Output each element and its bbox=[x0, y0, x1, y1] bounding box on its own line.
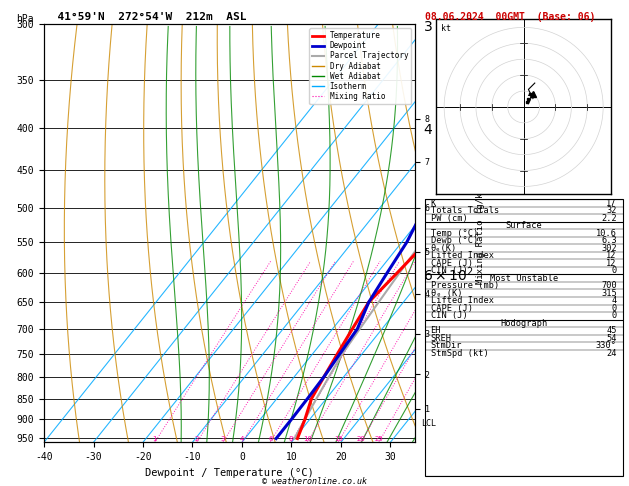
Text: 0: 0 bbox=[611, 266, 617, 275]
Legend: Temperature, Dewpoint, Parcel Trajectory, Dry Adiabat, Wet Adiabat, Isotherm, Mi: Temperature, Dewpoint, Parcel Trajectory… bbox=[309, 28, 411, 104]
Text: 12: 12 bbox=[606, 259, 617, 268]
Text: Temp (°C): Temp (°C) bbox=[430, 228, 478, 238]
Text: Dewp (°C): Dewp (°C) bbox=[430, 236, 478, 245]
Text: StmSpd (kt): StmSpd (kt) bbox=[430, 349, 488, 358]
Text: CAPE (J): CAPE (J) bbox=[430, 259, 472, 268]
Text: 15: 15 bbox=[334, 436, 343, 442]
Y-axis label: Mixing Ratio (g/kg): Mixing Ratio (g/kg) bbox=[476, 182, 486, 284]
Text: 10.6: 10.6 bbox=[596, 228, 617, 238]
Text: 6: 6 bbox=[268, 436, 272, 442]
Text: 0: 0 bbox=[611, 304, 617, 313]
Text: 4: 4 bbox=[240, 436, 245, 442]
Text: θₑ(K): θₑ(K) bbox=[430, 243, 457, 253]
Text: 17: 17 bbox=[606, 198, 617, 208]
X-axis label: Dewpoint / Temperature (°C): Dewpoint / Temperature (°C) bbox=[145, 468, 314, 478]
Text: K: K bbox=[430, 198, 436, 208]
Text: 2: 2 bbox=[195, 436, 199, 442]
Text: 700: 700 bbox=[601, 281, 617, 290]
Text: θₑ (K): θₑ (K) bbox=[430, 289, 462, 298]
Text: LCL: LCL bbox=[421, 418, 436, 428]
Text: 330°: 330° bbox=[596, 341, 617, 350]
Text: Hodograph: Hodograph bbox=[500, 319, 547, 328]
Text: Pressure (mb): Pressure (mb) bbox=[430, 281, 499, 290]
Text: 2.2: 2.2 bbox=[601, 213, 617, 223]
Text: Most Unstable: Most Unstable bbox=[489, 274, 558, 283]
Text: 0: 0 bbox=[611, 312, 617, 320]
Text: 8: 8 bbox=[289, 436, 293, 442]
Text: 4: 4 bbox=[611, 296, 617, 305]
Text: 24: 24 bbox=[606, 349, 617, 358]
Text: CIN (J): CIN (J) bbox=[430, 266, 467, 275]
Text: 6.3: 6.3 bbox=[601, 236, 617, 245]
Text: PW (cm): PW (cm) bbox=[430, 213, 467, 223]
Text: 302: 302 bbox=[601, 243, 617, 253]
Text: 1: 1 bbox=[153, 436, 157, 442]
Text: 315: 315 bbox=[601, 289, 617, 298]
Text: Lifted Index: Lifted Index bbox=[430, 251, 494, 260]
Text: 45: 45 bbox=[606, 326, 617, 335]
Text: 3: 3 bbox=[221, 436, 225, 442]
Text: © weatheronline.co.uk: © weatheronline.co.uk bbox=[262, 477, 367, 486]
Text: Totals Totals: Totals Totals bbox=[430, 206, 499, 215]
Text: CAPE (J): CAPE (J) bbox=[430, 304, 472, 313]
Text: StmDir: StmDir bbox=[430, 341, 462, 350]
Text: SREH: SREH bbox=[430, 334, 452, 343]
Text: 10: 10 bbox=[303, 436, 312, 442]
Text: Surface: Surface bbox=[505, 221, 542, 230]
Text: 32: 32 bbox=[606, 206, 617, 215]
Text: 20: 20 bbox=[357, 436, 365, 442]
Text: 08.06.2024  00GMT  (Base: 06): 08.06.2024 00GMT (Base: 06) bbox=[425, 12, 595, 22]
Text: hPa: hPa bbox=[16, 14, 34, 24]
Text: 54: 54 bbox=[606, 334, 617, 343]
Text: 12: 12 bbox=[606, 251, 617, 260]
Text: kt: kt bbox=[441, 24, 451, 33]
Text: 25: 25 bbox=[374, 436, 383, 442]
Text: 41°59'N  272°54'W  212m  ASL: 41°59'N 272°54'W 212m ASL bbox=[44, 12, 247, 22]
Text: Lifted Index: Lifted Index bbox=[430, 296, 494, 305]
Text: CIN (J): CIN (J) bbox=[430, 312, 467, 320]
Text: EH: EH bbox=[430, 326, 441, 335]
